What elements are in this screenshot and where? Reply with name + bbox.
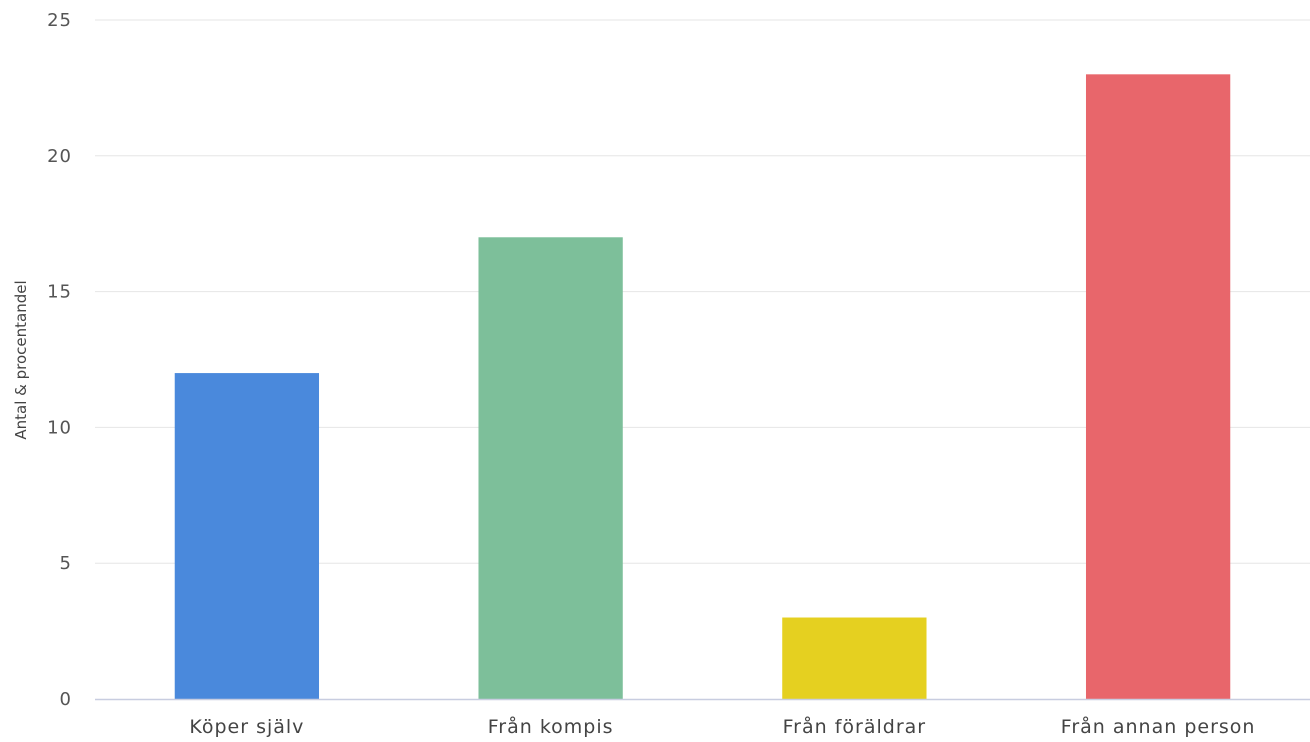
x-tick-label: Från kompis	[488, 715, 614, 738]
y-tick-label: 15	[47, 282, 72, 303]
y-axis-ticks: 0 5 10 15 20 25	[47, 10, 72, 710]
x-axis-ticks: Köper själv Från kompis Från föräldrar Från…	[189, 715, 1256, 738]
y-tick-label: 5	[60, 553, 72, 574]
y-tick-label: 25	[47, 10, 72, 31]
bar	[1085, 74, 1231, 699]
y-tick-label: 10	[47, 417, 72, 438]
bar	[782, 617, 927, 699]
bars	[174, 74, 1231, 699]
bar	[174, 373, 320, 699]
x-tick-label: Från föräldrar	[783, 715, 926, 738]
x-tick-label: Köper själv	[189, 716, 304, 738]
y-tick-label: 20	[47, 146, 72, 167]
y-tick-label: 0	[60, 689, 72, 710]
bar	[478, 237, 623, 699]
x-tick-label: Från annan person	[1061, 715, 1256, 738]
y-axis-label: Antal & procentandel	[12, 280, 30, 439]
